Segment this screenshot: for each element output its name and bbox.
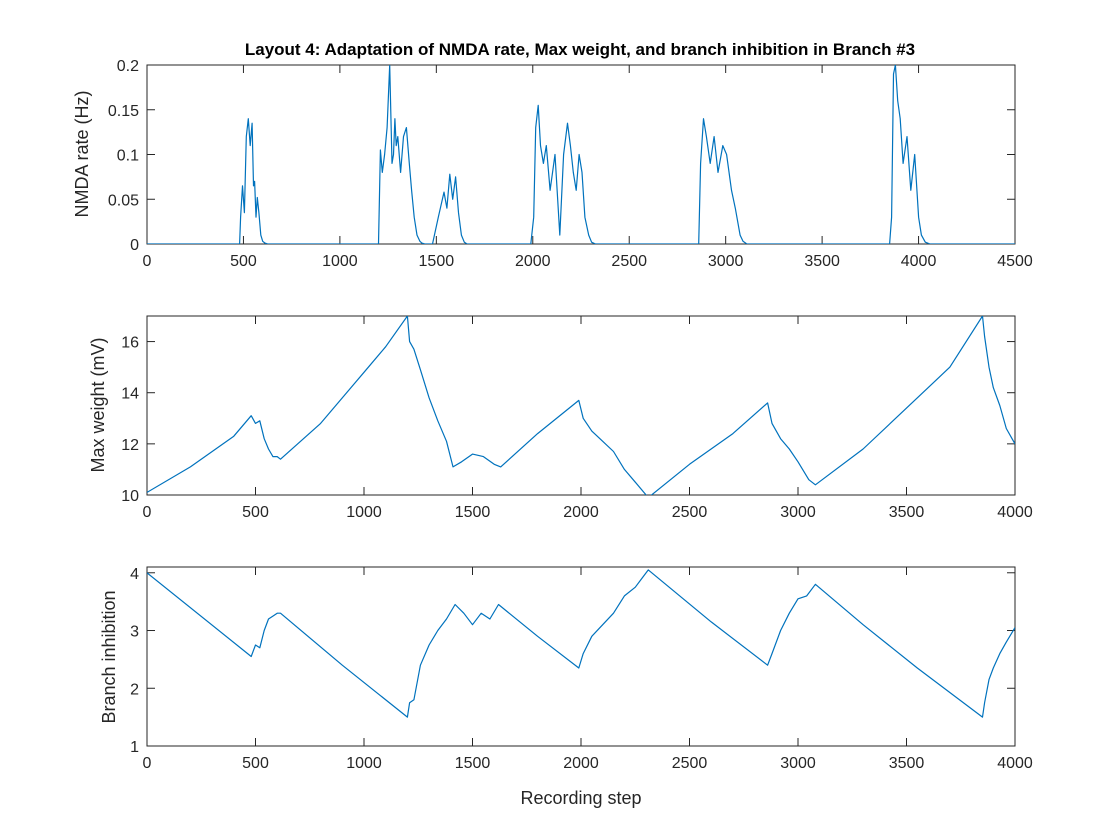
nmda-rate-ytick-label: 0.15 [108, 103, 139, 120]
branch-inhibition-xtick-label: 1500 [455, 755, 491, 772]
branch-inhibition-xtick-label: 3500 [889, 755, 925, 772]
max-weight-ylabel: Max weight (mV) [88, 337, 108, 472]
branch-inhibition-xtick-label: 3000 [780, 755, 816, 772]
max-weight-xtick-label: 4000 [997, 504, 1033, 521]
nmda-rate-ytick-label: 0.2 [117, 58, 139, 75]
nmda-rate-ytick-label: 0.05 [108, 192, 139, 209]
branch-inhibition-series-line [147, 569, 1015, 718]
figure-title: Layout 4: Adaptation of NMDA rate, Max w… [245, 40, 915, 59]
branch-inhibition-xtick-label: 0 [143, 755, 152, 772]
nmda-rate-axes: NMDA rate (Hz) 0 500 1000 1500 2000 2500 3000 3… [72, 58, 1033, 270]
nmda-rate-xtick-label: 3500 [804, 253, 840, 270]
branch-inhibition-xtick-label: 1000 [346, 755, 382, 772]
nmda-rate-xtick-label: 2000 [515, 253, 551, 270]
max-weight-axes: Max weight (mV) 0 500 1000 1500 2000 2500 3000… [88, 315, 1033, 521]
max-weight-xtick-label: 3000 [780, 504, 816, 521]
branch-inhibition-ytick-label: 1 [130, 739, 139, 756]
nmda-rate-xtick-label: 3000 [708, 253, 744, 270]
max-weight-xtick-label: 1500 [455, 504, 491, 521]
branch-inhibition-ytick-label: 3 [130, 624, 139, 641]
branch-inhibition-xtick-label: 2000 [563, 755, 599, 772]
max-weight-ytick-label: 12 [121, 437, 139, 454]
nmda-rate-xtick-label: 1000 [322, 253, 358, 270]
nmda-rate-xtick-label: 2500 [611, 253, 647, 270]
recording-step-xlabel: Recording step [520, 788, 641, 808]
nmda-rate-xtick-label: 4500 [997, 253, 1033, 270]
max-weight-xtick-label: 3500 [889, 504, 925, 521]
max-weight-xtick-label: 1000 [346, 504, 382, 521]
nmda-rate-ytick-label: 0.1 [117, 148, 139, 165]
branch-inhibition-ylabel: Branch inhibition [99, 590, 119, 723]
nmda-rate-xtick-label: 0 [143, 253, 152, 270]
branch-inhibition-axes: Branch inhibition Recording step 0 500 100… [99, 566, 1033, 808]
max-weight-xtick-label: 2500 [672, 504, 708, 521]
max-weight-series-line [147, 316, 1015, 495]
branch-inhibition-xtick-label: 4000 [997, 755, 1033, 772]
nmda-rate-series-line [147, 65, 1015, 244]
max-weight-ytick-label: 16 [121, 335, 139, 352]
max-weight-xtick-label: 2000 [563, 504, 599, 521]
nmda-rate-xtick-label: 1500 [419, 253, 455, 270]
nmda-rate-xtick-label: 500 [230, 253, 257, 270]
max-weight-xtick-label: 0 [143, 504, 152, 521]
branch-inhibition-xtick-label: 2500 [672, 755, 708, 772]
branch-inhibition-ytick-label: 4 [130, 566, 139, 583]
nmda-rate-xtick-label: 4000 [901, 253, 937, 270]
branch-inhibition-ytick-label: 2 [130, 681, 139, 698]
max-weight-ytick-label: 10 [121, 488, 139, 505]
nmda-rate-ylabel: NMDA rate (Hz) [72, 90, 92, 217]
branch-inhibition-xtick-label: 500 [242, 755, 269, 772]
max-weight-xtick-label: 500 [242, 504, 269, 521]
nmda-rate-ytick-label: 0 [130, 237, 139, 254]
max-weight-ytick-label: 14 [121, 386, 139, 403]
